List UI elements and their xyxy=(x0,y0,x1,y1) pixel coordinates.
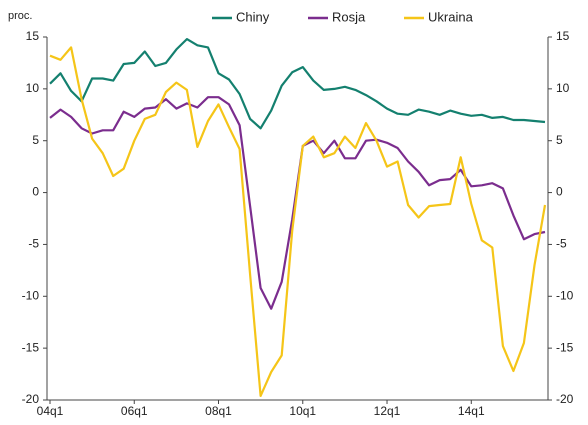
x-tick-label: 10q1 xyxy=(289,404,316,418)
x-tick-label: 08q1 xyxy=(205,404,232,418)
y-tick-label: -20 xyxy=(22,392,40,406)
legend-label: Ukraina xyxy=(428,9,474,24)
x-tick-label: 14q1 xyxy=(458,404,485,418)
x-tick-label: 12q1 xyxy=(374,404,401,418)
y-axis-label: proc. xyxy=(8,10,32,22)
y-tick-label: 5 xyxy=(32,133,39,147)
y2-tick-label: -15 xyxy=(556,340,574,354)
x-tick-label: 06q1 xyxy=(121,404,148,418)
y-tick-label: 15 xyxy=(26,29,40,43)
legend-label: Chiny xyxy=(236,9,270,24)
y2-tick-label: -10 xyxy=(556,288,574,302)
x-tick-label: 04q1 xyxy=(37,404,64,418)
y-tick-label: -10 xyxy=(22,288,40,302)
y2-tick-label: 15 xyxy=(556,29,570,43)
y-tick-label: -5 xyxy=(28,237,39,251)
y-tick-label: 10 xyxy=(26,81,40,95)
series-line xyxy=(49,46,547,397)
y2-tick-label: 0 xyxy=(556,185,563,199)
legend-label: Rosja xyxy=(332,9,366,24)
y2-tick-label: 10 xyxy=(556,81,570,95)
y2-tick-label: 5 xyxy=(556,133,563,147)
y-tick-label: 0 xyxy=(32,185,39,199)
y2-tick-label: -20 xyxy=(556,392,574,406)
y2-tick-label: -5 xyxy=(556,237,567,251)
series-line xyxy=(49,38,546,130)
y-tick-label: -15 xyxy=(22,340,40,354)
